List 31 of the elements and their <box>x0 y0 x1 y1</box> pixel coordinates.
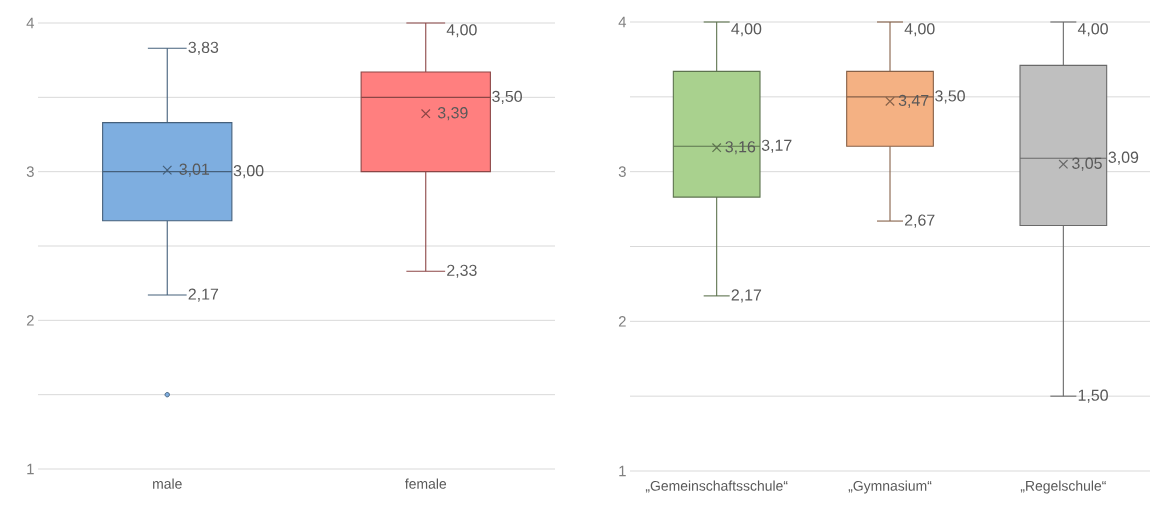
annotation: 3,39 <box>437 107 468 121</box>
y-tick-label: 4 <box>26 17 35 29</box>
annotation: 4,00 <box>446 24 477 38</box>
y-tick-label: 3 <box>618 166 626 177</box>
annotation: 3,09 <box>1108 151 1139 165</box>
x-tick-label: female <box>405 478 447 489</box>
y-tick-label: 1 <box>619 465 626 477</box>
annotation: 1,50 <box>1078 389 1108 403</box>
annotation: 2,67 <box>905 214 935 228</box>
annotation: 2,17 <box>731 289 762 303</box>
x-tick-label: „Regelschule“ <box>1020 480 1106 494</box>
annotation: 3,83 <box>188 41 219 55</box>
annotation: 3,47 <box>898 94 929 108</box>
y-tick-label: 2 <box>26 315 34 326</box>
x-tick-label: „Gymnasium“ <box>848 480 932 494</box>
y-tick-label: 4 <box>618 16 627 28</box>
annotation: 3,50 <box>935 90 965 104</box>
annotation: 4,00 <box>731 23 762 37</box>
annotation: 3,50 <box>492 90 522 104</box>
x-tick-label: male <box>153 478 182 489</box>
annotation: 4,00 <box>1077 23 1108 37</box>
y-tick-label: 2 <box>618 316 626 327</box>
annotation: 3,05 <box>1072 157 1102 171</box>
annotation: 3,00 <box>233 165 264 179</box>
annotation: 2,33 <box>447 264 477 278</box>
y-tick-label: 3 <box>26 166 34 177</box>
annotation: 4,00 <box>904 23 935 37</box>
x-tick-label: „Gemeinschaftsschule“ <box>645 480 788 493</box>
y-tick-label: 1 <box>27 463 34 475</box>
annotation: 3,17 <box>761 139 792 153</box>
annotation: 2,17 <box>188 288 219 302</box>
